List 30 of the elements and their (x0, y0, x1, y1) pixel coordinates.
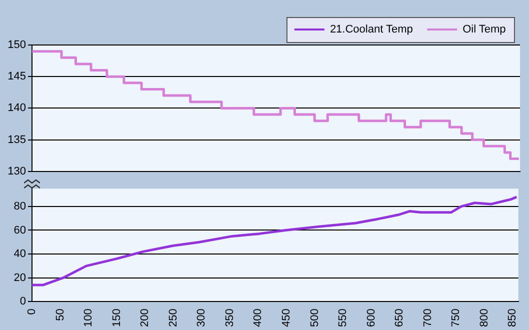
x-tick-label: 850 (506, 308, 519, 328)
x-tick-label: 0 (26, 308, 38, 315)
y-tick-label: 0 (20, 296, 26, 308)
y-tick-label: 60 (14, 224, 26, 236)
y-tick-label: 150 (8, 39, 26, 52)
y-tick-label: 130 (8, 165, 26, 178)
x-tick-label: 200 (139, 308, 152, 328)
x-tick-label: 500 (308, 308, 321, 328)
x-tick-label: 450 (280, 308, 293, 328)
x-tick-label: 300 (196, 308, 208, 328)
x-tick-label: 400 (252, 308, 264, 328)
x-tick-label: 750 (450, 308, 462, 328)
y-tick-label: 140 (8, 102, 26, 114)
x-tick-label: 100 (82, 308, 95, 328)
x-tick-label: 150 (110, 308, 123, 328)
x-tick-label: 50 (54, 308, 66, 321)
x-tick-label: 700 (422, 308, 434, 328)
y-tick-label: 145 (8, 70, 26, 83)
y-tick-label: 20 (14, 272, 26, 284)
y-tick-label: 80 (14, 200, 26, 212)
y-tick-label: 40 (14, 248, 26, 260)
x-tick-label: 650 (394, 308, 406, 328)
x-tick-label: 250 (167, 308, 180, 328)
x-tick-label: 350 (224, 308, 236, 328)
x-tick-label: 600 (365, 308, 378, 328)
legend-label: Oil Temp (462, 24, 506, 36)
x-tick-label: 550 (337, 308, 350, 328)
y-tick-label: 135 (8, 134, 26, 146)
text: 21.Coolant Temp (330, 24, 413, 36)
x-tick-label: 800 (478, 308, 490, 328)
